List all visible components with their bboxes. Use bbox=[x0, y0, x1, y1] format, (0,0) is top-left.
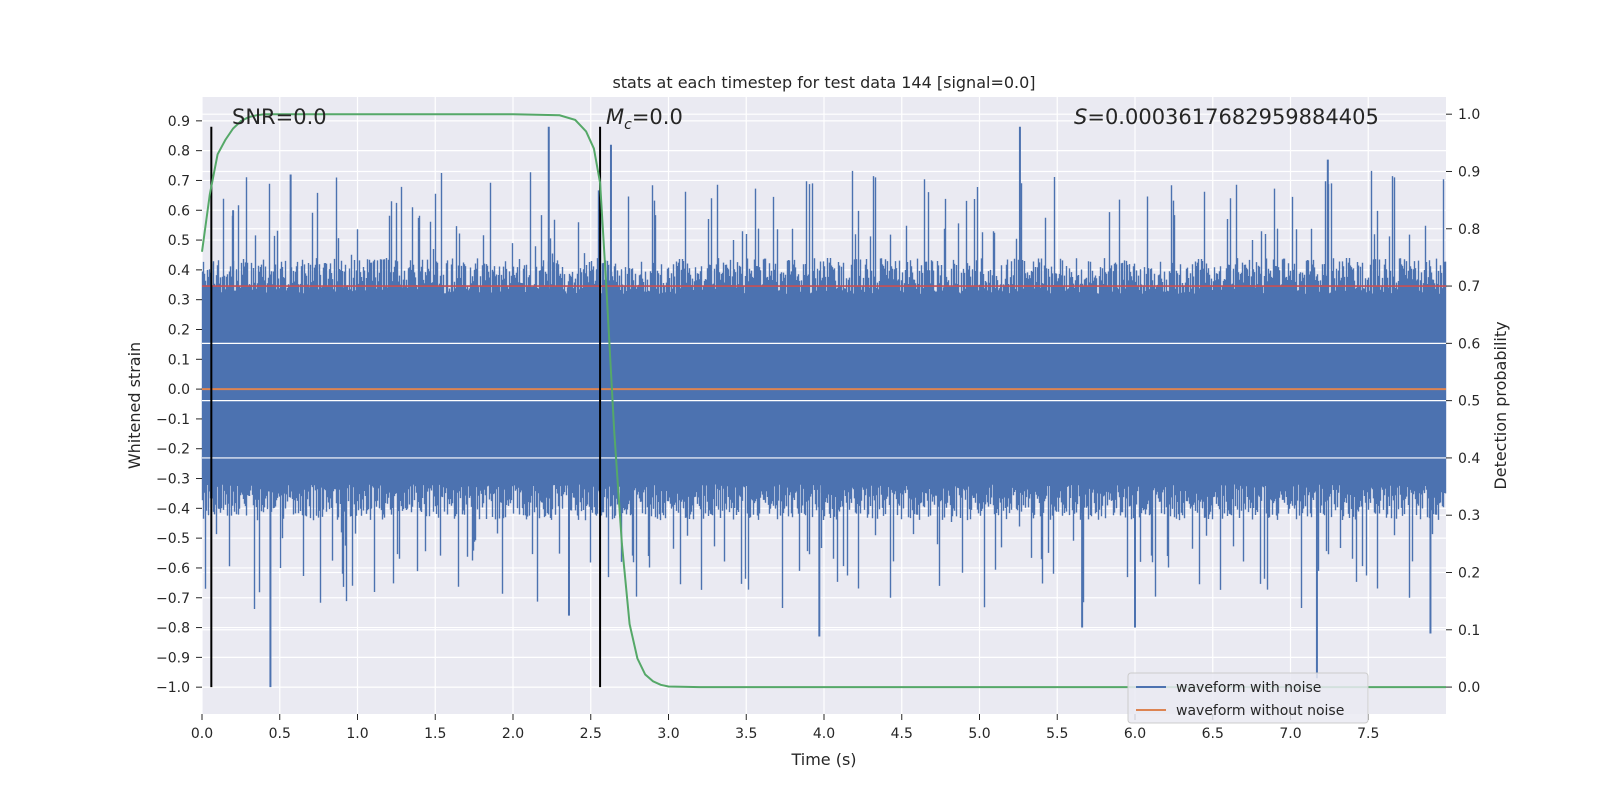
x-tick-label: 3.5 bbox=[735, 726, 757, 742]
y-tick-label: 0.4 bbox=[168, 263, 190, 279]
x-tick-label: 2.0 bbox=[502, 726, 524, 742]
x-tick-label: 1.5 bbox=[424, 726, 446, 742]
y-right-tick-label: 0.7 bbox=[1458, 279, 1480, 295]
y-tick-label: −0.8 bbox=[156, 621, 190, 637]
y-right-tick-label: 0.6 bbox=[1458, 336, 1480, 352]
x-tick-label: 0.0 bbox=[191, 726, 213, 742]
y-right-tick-label: 0.8 bbox=[1458, 222, 1480, 238]
y-tick-label: 0.1 bbox=[168, 352, 190, 368]
x-axis-label: Time (s) bbox=[790, 750, 856, 769]
legend-label: waveform with noise bbox=[1176, 680, 1321, 696]
y-tick-label: −0.7 bbox=[156, 591, 190, 607]
y-right-tick-label: 0.2 bbox=[1458, 565, 1480, 581]
y-tick-label: −0.1 bbox=[156, 412, 190, 428]
y-tick-label: −0.6 bbox=[156, 561, 190, 577]
x-tick-label: 6.0 bbox=[1124, 726, 1146, 742]
mc-value: =0.0 bbox=[632, 105, 683, 129]
x-tick-label: 4.0 bbox=[813, 726, 835, 742]
y-tick-label: 0.5 bbox=[168, 233, 190, 249]
legend-label: waveform without noise bbox=[1176, 703, 1344, 719]
y-tick-label: 0.9 bbox=[168, 114, 190, 130]
y-right-tick-label: 1.0 bbox=[1458, 107, 1480, 123]
mc-subscript: c bbox=[624, 117, 632, 133]
y-right-tick-label: 0.9 bbox=[1458, 164, 1480, 180]
y-right-axis-label: Detection probability bbox=[1491, 321, 1510, 489]
x-tick-label: 2.5 bbox=[580, 726, 602, 742]
y-tick-label: 0.3 bbox=[168, 293, 190, 309]
y-right-tick-label: 0.4 bbox=[1458, 451, 1480, 467]
x-tick-label: 1.0 bbox=[346, 726, 368, 742]
y-right-tick-label: 0.5 bbox=[1458, 394, 1480, 410]
detection-probability-series bbox=[201, 113, 1446, 689]
mc-annotation: Mc=0.0 bbox=[606, 105, 683, 133]
s-annotation: S=0.0003617682959884405 bbox=[1074, 105, 1379, 129]
mc-symbol: M bbox=[606, 105, 624, 129]
snr-annotation: SNR=0.0 bbox=[232, 105, 327, 129]
y-tick-label: 0.2 bbox=[168, 322, 190, 338]
y-right-tick-label: 0.1 bbox=[1458, 623, 1480, 639]
y-tick-label: 0.8 bbox=[168, 144, 190, 160]
y-tick-label: 0.6 bbox=[168, 203, 190, 219]
y-tick-label: −0.3 bbox=[156, 472, 190, 488]
x-tick-label: 6.5 bbox=[1202, 726, 1224, 742]
y-tick-label: −0.5 bbox=[156, 531, 190, 547]
y-tick-label: −0.4 bbox=[156, 501, 190, 517]
y-axis-label: Whitened strain bbox=[125, 342, 144, 469]
x-tick-label: 7.5 bbox=[1357, 726, 1379, 742]
y-tick-label: 0.7 bbox=[168, 173, 190, 189]
chart-title: stats at each timestep for test data 144… bbox=[612, 73, 1035, 92]
legend-box bbox=[1127, 672, 1369, 724]
x-tick-label: 5.5 bbox=[1046, 726, 1068, 742]
x-tick-label: 4.5 bbox=[891, 726, 913, 742]
x-tick-label: 5.0 bbox=[968, 726, 990, 742]
y-tick-label: 0.0 bbox=[168, 382, 190, 398]
s-symbol: S bbox=[1074, 105, 1087, 129]
y-right-tick-label: 0.3 bbox=[1458, 508, 1480, 524]
x-tick-label: 3.0 bbox=[657, 726, 679, 742]
y-tick-label: −1.0 bbox=[156, 680, 190, 696]
y-tick-label: −0.2 bbox=[156, 442, 190, 458]
x-tick-label: 0.5 bbox=[269, 726, 291, 742]
y-tick-label: −0.9 bbox=[156, 650, 190, 666]
s-value: =0.0003617682959884405 bbox=[1087, 105, 1379, 129]
x-tick-label: 7.0 bbox=[1279, 726, 1301, 742]
y-right-tick-label: 0.0 bbox=[1458, 680, 1480, 696]
